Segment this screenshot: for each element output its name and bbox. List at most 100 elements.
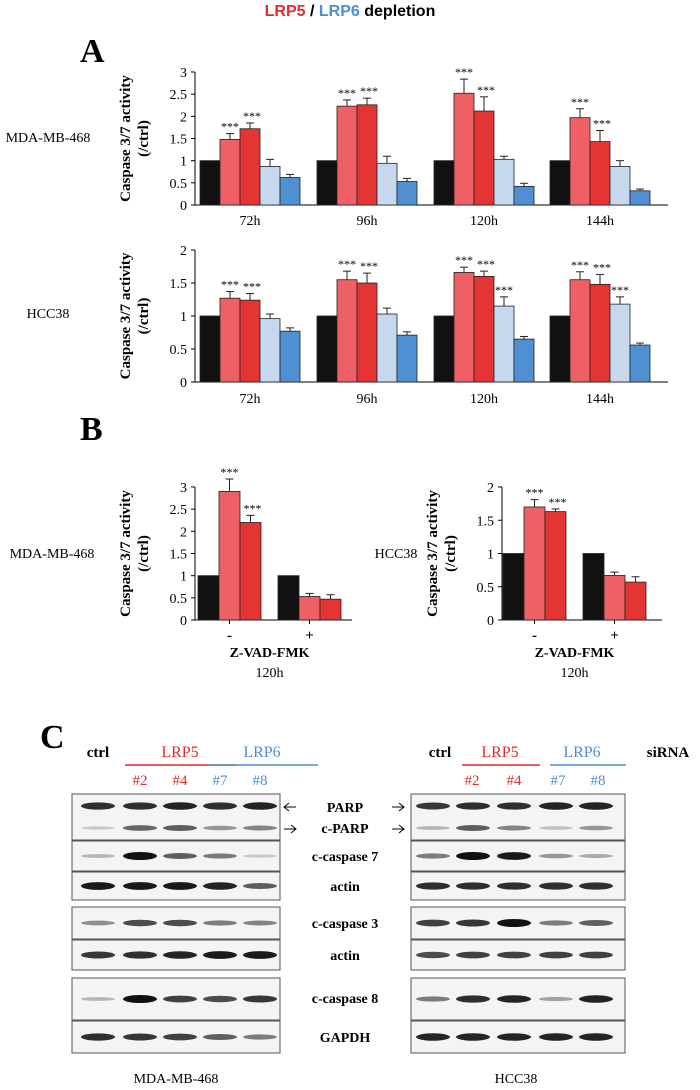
left-lrp6-label: LRP6 bbox=[243, 744, 280, 761]
category-label: 144h bbox=[586, 392, 614, 407]
right-band-casp7 bbox=[539, 853, 573, 859]
panel-label-b: B bbox=[80, 411, 103, 448]
significance-label: *** bbox=[495, 283, 513, 297]
right-lrp5-label: LRP5 bbox=[481, 744, 518, 761]
title-sep: / bbox=[305, 3, 319, 20]
y-axis-label: Caspase 3/7 activity (/ctrl) bbox=[118, 75, 152, 202]
category-label: - bbox=[227, 628, 232, 644]
right-band-cparp bbox=[579, 825, 613, 831]
y-tick-label: 1.5 bbox=[170, 133, 188, 148]
right-band-actin1 bbox=[416, 882, 450, 890]
bar bbox=[319, 598, 342, 621]
category-label: 144h bbox=[586, 214, 614, 229]
category-label: 96h bbox=[357, 214, 378, 229]
left-band-casp7 bbox=[123, 852, 157, 860]
y-tick-label: 0 bbox=[180, 376, 187, 391]
bar bbox=[493, 158, 515, 206]
bar bbox=[356, 282, 378, 383]
significance-label: *** bbox=[221, 465, 239, 479]
bar bbox=[219, 138, 241, 206]
y-axis-label-line: Caspase 3/7 activity bbox=[425, 490, 441, 617]
left-blot-4 bbox=[71, 939, 281, 971]
chart-B-right: HCC38 Caspase 3/7 activity (/ctrl) 0 0.5 1 1.5… bbox=[375, 481, 662, 681]
bar bbox=[376, 313, 398, 383]
y-tick-label: 2 bbox=[487, 481, 494, 496]
figure-title: LRP5 / LRP6 depletion bbox=[0, 0, 700, 24]
y-tick-label: 1 bbox=[180, 155, 187, 170]
y-tick-label: 0.5 bbox=[170, 177, 188, 192]
right-band-actin1 bbox=[456, 882, 490, 890]
left-band-cparp bbox=[123, 825, 157, 831]
x-axis-label: Z-VAD-FMK bbox=[230, 646, 310, 661]
left-band-parp bbox=[203, 802, 237, 810]
left-band-casp8 bbox=[163, 995, 197, 1003]
left-band-actin2 bbox=[123, 951, 157, 959]
bar bbox=[197, 575, 220, 621]
category-label: + bbox=[610, 628, 619, 644]
right-band-parp bbox=[456, 802, 490, 810]
left-band-casp8 bbox=[123, 995, 157, 1003]
right-band-casp8 bbox=[416, 996, 450, 1002]
left-band-parp bbox=[243, 802, 277, 810]
title-lrp6: LRP6 bbox=[318, 3, 360, 20]
caption-right-cell: HCC38 bbox=[495, 1072, 538, 1087]
y-tick-label: 0 bbox=[487, 614, 494, 629]
y-tick-label: 2.5 bbox=[170, 88, 188, 103]
left-band-casp8 bbox=[203, 995, 237, 1003]
y-axis-label-line: (/ctrl) bbox=[443, 535, 459, 572]
left-band-parp bbox=[123, 802, 157, 810]
bar bbox=[629, 344, 651, 383]
right-band-casp3 bbox=[416, 919, 450, 927]
charts-layer: MDA-MB-468 Caspase 3/7 activity (/ctrl)00.… bbox=[6, 65, 668, 681]
bar bbox=[523, 506, 546, 621]
bar bbox=[199, 315, 221, 383]
y-tick-label: 2 bbox=[180, 525, 187, 540]
left-band-actin2 bbox=[243, 951, 277, 959]
y-tick-label: 0.5 bbox=[170, 343, 188, 358]
bar bbox=[259, 166, 281, 206]
right-band-parp bbox=[497, 802, 531, 810]
bar bbox=[356, 104, 378, 206]
bar bbox=[218, 491, 241, 621]
bar bbox=[549, 160, 571, 206]
left-band-cparp bbox=[163, 825, 197, 831]
left-blot-2 bbox=[71, 871, 281, 901]
right-band-actin2 bbox=[497, 951, 531, 959]
right-band-casp8 bbox=[539, 996, 573, 1002]
left-band-casp7 bbox=[163, 853, 197, 859]
bar bbox=[589, 141, 611, 206]
label-casp8: c-caspase 8 bbox=[312, 992, 379, 1007]
western-blots: ctrl LRP5 LRP6 #2 #4 #7 #8 ctrl LRP5 LRP6 #2 #4 #7 #8… bbox=[71, 744, 689, 1087]
significance-label: *** bbox=[455, 65, 473, 79]
arrow-cparp-left-dummy-head bbox=[290, 824, 297, 834]
bar bbox=[629, 190, 651, 206]
category-label: 96h bbox=[357, 392, 378, 407]
bar bbox=[219, 297, 241, 383]
y-axis-label-line: (/ctrl) bbox=[136, 298, 152, 335]
y-tick-label: 1 bbox=[487, 548, 494, 563]
arrow-parp-right-head bbox=[398, 802, 405, 812]
caption-left-cell: MDA-MB-468 bbox=[134, 1072, 219, 1087]
left-band-gapdh bbox=[203, 1034, 237, 1040]
y-tick-label: 0.5 bbox=[477, 581, 495, 596]
y-tick-label: 2 bbox=[180, 244, 187, 259]
y-tick-label: 1 bbox=[180, 570, 187, 585]
bar bbox=[298, 596, 321, 621]
left-band-casp7 bbox=[243, 854, 277, 858]
title-lrp5: LRP5 bbox=[264, 3, 306, 20]
left-blot-0 bbox=[71, 793, 281, 841]
left-band-casp3 bbox=[243, 920, 277, 926]
panel-label-c: C bbox=[40, 719, 65, 756]
left-band-gapdh bbox=[81, 1033, 115, 1041]
significance-label: *** bbox=[571, 258, 589, 272]
y-tick-label: 0 bbox=[180, 199, 187, 214]
significance-label: *** bbox=[244, 501, 262, 515]
label-gapdh: GAPDH bbox=[320, 1031, 371, 1046]
y-tick-label: 2.5 bbox=[170, 503, 188, 518]
label-casp7: c-caspase 7 bbox=[312, 850, 379, 865]
right-band-casp3 bbox=[456, 919, 490, 927]
y-axis-label-line: Caspase 3/7 activity bbox=[118, 75, 134, 202]
right-blot-5 bbox=[410, 977, 626, 1021]
row-label: HCC38 bbox=[27, 307, 70, 322]
right-band-actin2 bbox=[456, 951, 490, 959]
